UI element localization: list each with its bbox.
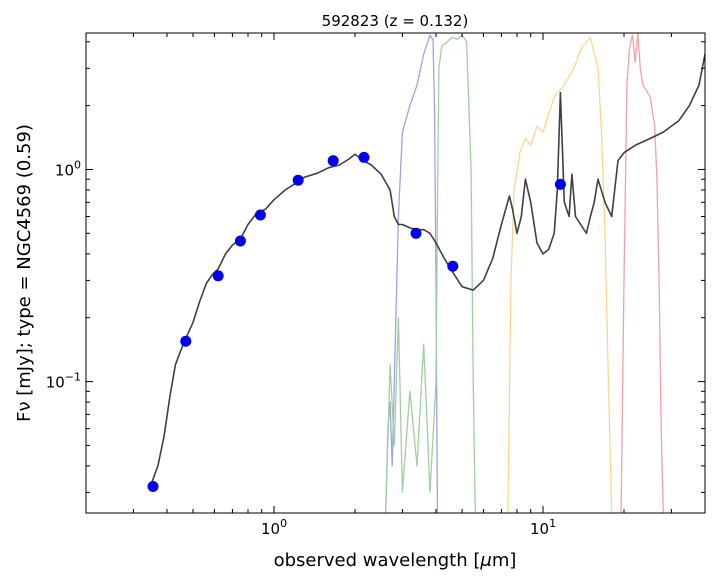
filter-curve-0 <box>385 34 439 513</box>
photometry-point <box>554 178 566 190</box>
photometry-point <box>410 227 422 239</box>
photometry-point <box>147 481 159 492</box>
photometry-point <box>254 209 266 221</box>
x-axis-label: observed wavelength [μm] <box>274 550 517 571</box>
x-tick-label: 101 <box>530 517 556 538</box>
x-tick-label: 100 <box>261 517 287 538</box>
model-sed-line <box>150 53 705 484</box>
photometry-point <box>234 235 246 247</box>
y-axis-label: Fν [mJy]; type = NGC4569 (0.59) <box>14 124 35 422</box>
filter-curve-1 <box>385 34 476 513</box>
photometry-point <box>327 155 339 167</box>
y-tick-label: 10−1 <box>46 371 81 392</box>
photometry-point <box>292 174 304 186</box>
photometry-point <box>180 335 192 347</box>
chart-title: 592823 (z = 0.132) <box>322 12 469 30</box>
filter-curve-2 <box>507 36 613 513</box>
photometry-point <box>447 260 459 272</box>
plot-frame <box>85 32 706 514</box>
photometry-point <box>358 151 370 163</box>
axis-ticks: 100 101 10−1 100 <box>46 33 706 538</box>
filter-curve-3 <box>620 33 664 513</box>
y-tick-label: 100 <box>55 158 81 179</box>
photometry-point <box>212 270 224 282</box>
plot-area <box>147 33 705 513</box>
